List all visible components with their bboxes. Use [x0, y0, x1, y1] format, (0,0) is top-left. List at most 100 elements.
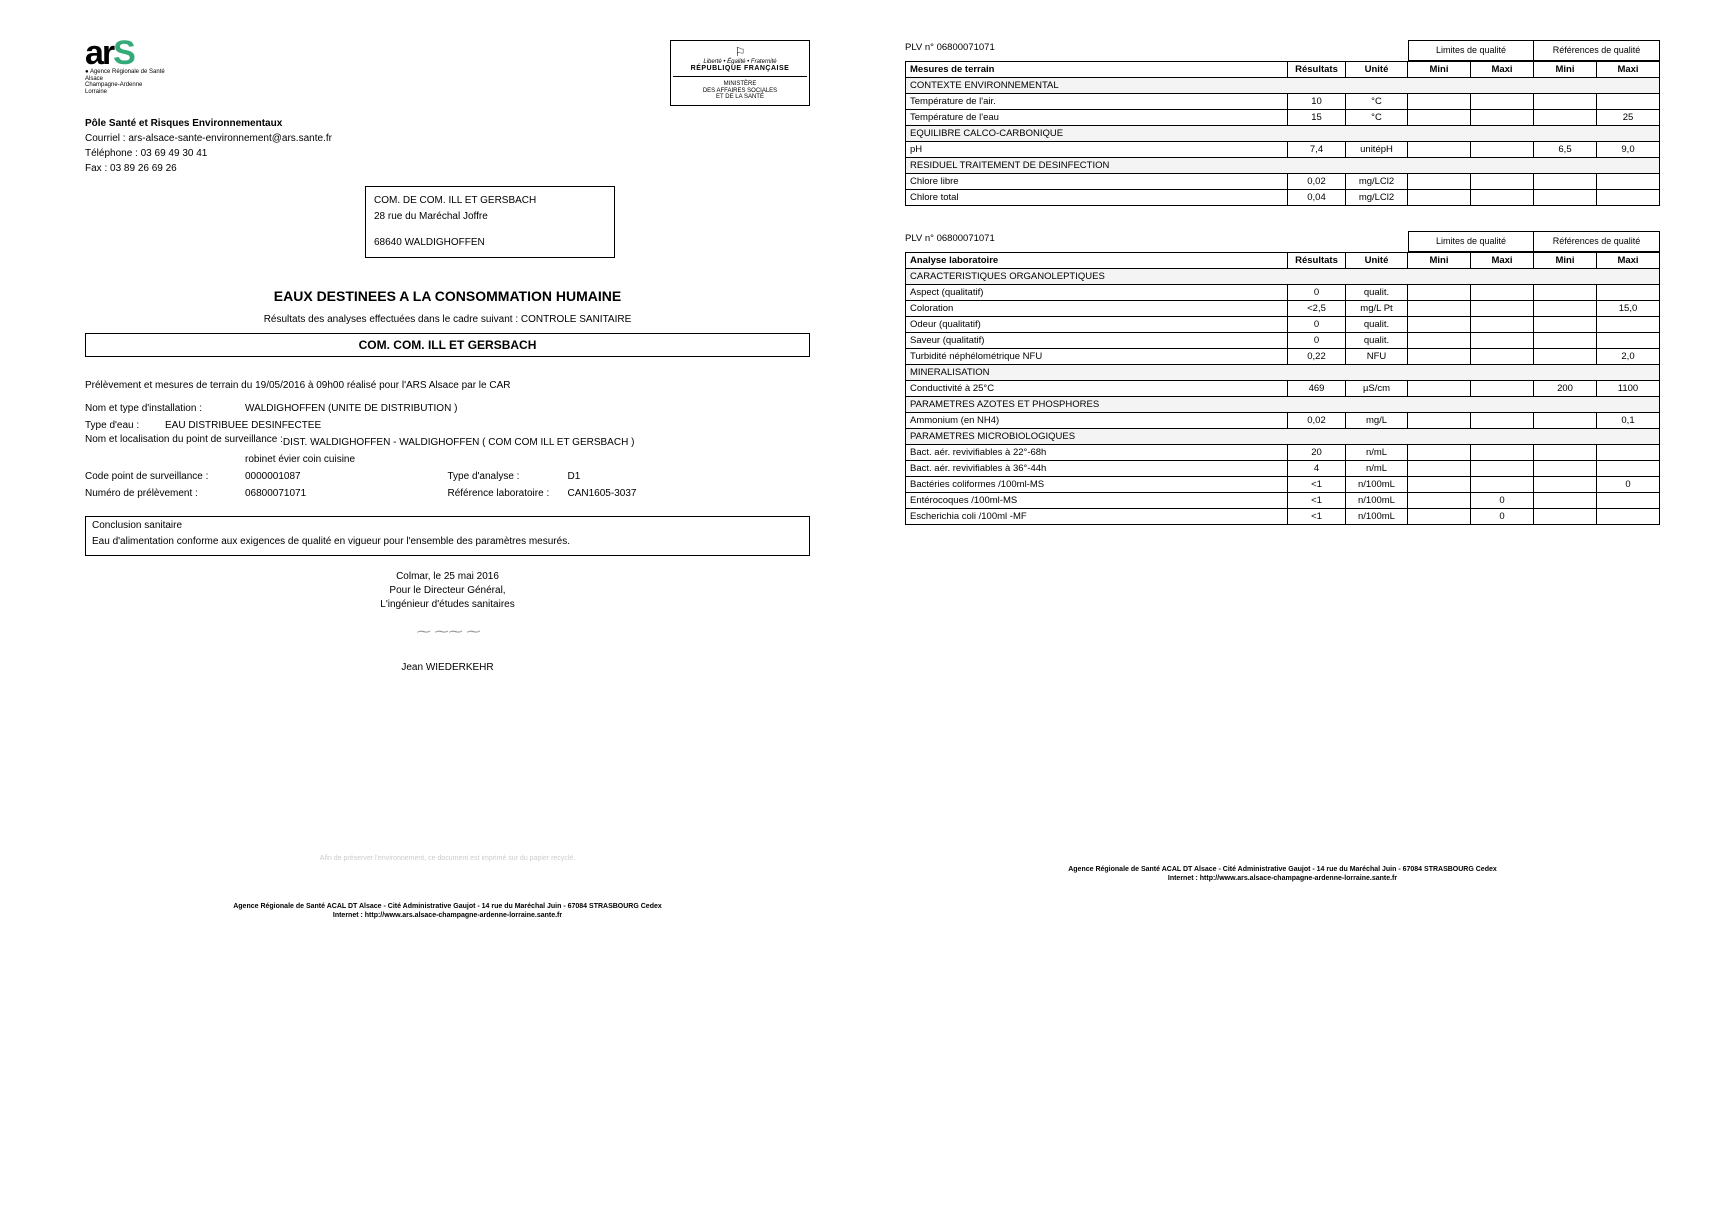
cell: µS/cm: [1346, 380, 1408, 396]
cell: [1597, 316, 1660, 332]
cell: [1534, 348, 1597, 364]
cell: [1471, 316, 1534, 332]
cell: Saveur (qualitatif): [906, 332, 1288, 348]
cell: [1597, 284, 1660, 300]
cell: 0: [1597, 476, 1660, 492]
right-page: PLV n° 06800071071 Limites de qualité Ré…: [865, 0, 1730, 941]
cell: 20: [1288, 444, 1346, 460]
table-labo: Analyse laboratoire Résultats Unité Mini…: [905, 252, 1660, 525]
cell: mg/LCl2: [1346, 189, 1408, 205]
footer-web: Internet : http://www.ars.alsace-champag…: [85, 911, 810, 920]
sign-line2: L'ingénieur d'études sanitaires: [85, 598, 810, 612]
cell: [1408, 141, 1471, 157]
h-res: Résultats: [1288, 61, 1346, 77]
ref-label: Référence laboratoire :: [448, 485, 568, 502]
cell: qualit.: [1346, 284, 1408, 300]
cell: [1408, 460, 1471, 476]
h-lmax2: Maxi: [1471, 252, 1534, 268]
cell: [1534, 284, 1597, 300]
cell: [1408, 348, 1471, 364]
cell: [1471, 348, 1534, 364]
cell: [1534, 189, 1597, 205]
cell: [1408, 412, 1471, 428]
ministry1: MINISTÈRE: [673, 81, 807, 88]
table-row: Bact. aér. revivifiables à 22°-68h20n/mL: [906, 444, 1660, 460]
h-lmin2: Mini: [1408, 252, 1471, 268]
sign-date: Colmar, le 25 mai 2016: [85, 570, 810, 584]
cell: 469: [1288, 380, 1346, 396]
cell: [1471, 93, 1534, 109]
install-label: Nom et type d'installation :: [85, 400, 245, 417]
point-label: Nom et localisation du point de surveill…: [85, 434, 283, 451]
cell: [1597, 444, 1660, 460]
footer-addr-r: Agence Régionale de Santé ACAL DT Alsace…: [905, 865, 1660, 874]
robinet: robinet évier coin cuisine: [245, 451, 810, 468]
cell: 4: [1288, 460, 1346, 476]
cell: 0,02: [1288, 412, 1346, 428]
num-val: 06800071071: [245, 488, 306, 499]
table-row: Chlore total0,04mg/LCl2: [906, 189, 1660, 205]
h-rmax: Maxi: [1597, 61, 1660, 77]
plv2: PLV n° 06800071071: [905, 231, 1408, 252]
document: arS ● Agence Régionale de Santé Alsace C…: [0, 0, 1731, 941]
section-header: MINERALISATION: [906, 364, 1660, 380]
cell: Entérocoques /100ml-MS: [906, 492, 1288, 508]
grp-limites2: Limites de qualité: [1408, 231, 1534, 252]
cell: [1408, 380, 1471, 396]
cell: [1597, 173, 1660, 189]
cell: Bact. aér. revivifiables à 22°-68h: [906, 444, 1288, 460]
cell: [1471, 332, 1534, 348]
cell: 0,02: [1288, 173, 1346, 189]
conclusion: Conclusion sanitaire Eau d'alimentation …: [85, 516, 810, 556]
cell: Température de l'air.: [906, 93, 1288, 109]
cell: Escherichia coli /100ml -MF: [906, 508, 1288, 524]
conclusion-body: Eau d'alimentation conforme aux exigence…: [92, 535, 803, 549]
ars-sub2: Alsace: [85, 76, 195, 83]
ref-val: CAN1605-3037: [568, 488, 637, 499]
contact-block: Pôle Santé et Risques Environnementaux C…: [85, 116, 810, 176]
footer-faded: Afin de préserver l'environnement, ce do…: [85, 855, 810, 862]
cell: [1471, 444, 1534, 460]
h-rmin2: Mini: [1534, 252, 1597, 268]
table-row: Conductivité à 25°C469µS/cm2001100: [906, 380, 1660, 396]
ars-sub3: Champagne-Ardenne: [85, 82, 195, 89]
table-row: Coloration<2,5mg/L Pt15,0: [906, 300, 1660, 316]
table-row: Bactéries coliformes /100ml-MS<1n/100mL0: [906, 476, 1660, 492]
table-row: pH7,4unitépH6,59,0: [906, 141, 1660, 157]
cell: Conductivité à 25°C: [906, 380, 1288, 396]
footer-web-r: Internet : http://www.ars.alsace-champag…: [905, 874, 1660, 883]
cell: [1408, 189, 1471, 205]
cell: NFU: [1346, 348, 1408, 364]
cell: Bactéries coliformes /100ml-MS: [906, 476, 1288, 492]
cell: 7,4: [1288, 141, 1346, 157]
footer-left: Agence Régionale de Santé ACAL DT Alsace…: [85, 902, 810, 920]
cell: n/100mL: [1346, 508, 1408, 524]
phone: 03 69 49 30 41: [141, 148, 208, 159]
cell: 15: [1288, 109, 1346, 125]
cell: [1408, 332, 1471, 348]
cell: [1471, 412, 1534, 428]
cell: [1534, 492, 1597, 508]
cell: [1534, 316, 1597, 332]
cell: 0: [1288, 284, 1346, 300]
cell: 0,1: [1597, 412, 1660, 428]
cell: [1534, 332, 1597, 348]
cell: qualit.: [1346, 316, 1408, 332]
cell: mg/L: [1346, 412, 1408, 428]
cell: [1534, 460, 1597, 476]
cell: [1408, 284, 1471, 300]
eau-label: Type d'eau :: [85, 417, 165, 434]
section-header: RESIDUEL TRAITEMENT DE DESINFECTION: [906, 157, 1660, 173]
addr-l3: 68640 WALDIGHOFFEN: [374, 235, 606, 251]
phone-label: Téléphone :: [85, 148, 138, 159]
sign-name: Jean WIEDERKEHR: [85, 661, 810, 675]
grp-refs2: Références de qualité: [1534, 231, 1660, 252]
cell: [1471, 173, 1534, 189]
grp-limites1: Limites de qualité: [1408, 40, 1534, 61]
cell: [1534, 300, 1597, 316]
cell: [1471, 141, 1534, 157]
cell: <1: [1288, 508, 1346, 524]
code-val: 0000001087: [245, 471, 301, 482]
signature-icon: ⁓ ⁓⁓ ⁓: [85, 622, 810, 642]
analyse-label: Type d'analyse :: [448, 468, 568, 485]
